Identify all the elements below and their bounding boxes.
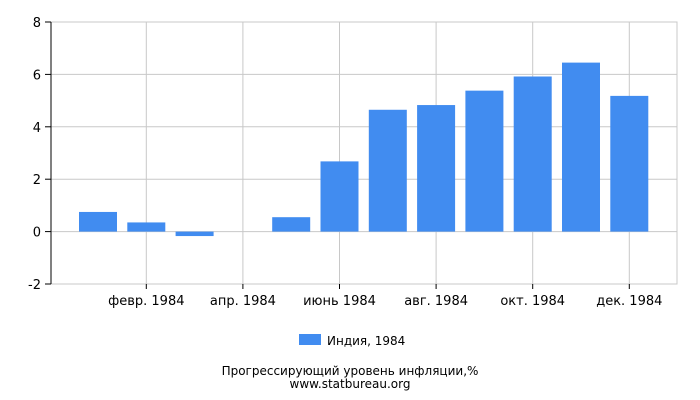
x-axis-labels: февр. 1984 апр. 1984 июнь 1984 авг. 1984 окт… <box>108 294 662 309</box>
legend: Индия, 1984 <box>299 334 405 348</box>
x-tick-label: окт. 1984 <box>500 294 565 309</box>
legend-label: Индия, 1984 <box>327 334 405 348</box>
y-tick-label: 6 <box>33 68 41 83</box>
x-tick-label: авг. 1984 <box>404 294 468 309</box>
chart-subtitle: www.statbureau.org <box>290 377 411 391</box>
chart-title: Прогрессирующий уровень инфляции,% <box>222 364 479 378</box>
legend-swatch <box>299 334 321 345</box>
bar <box>272 217 311 232</box>
x-tick-label: июнь 1984 <box>303 294 376 309</box>
bar <box>320 161 359 232</box>
bar <box>562 62 600 232</box>
bars <box>79 62 649 237</box>
x-tick-label: февр. 1984 <box>108 294 184 309</box>
bar <box>417 105 456 232</box>
bar <box>513 76 552 232</box>
grid <box>50 21 678 285</box>
axes <box>45 21 630 289</box>
y-tick-label: 4 <box>33 121 41 136</box>
x-tick-label: дек. 1984 <box>596 294 662 309</box>
y-tick-label: 0 <box>33 226 41 241</box>
bar <box>610 95 649 232</box>
bar <box>175 231 214 237</box>
y-tick-label: 8 <box>33 16 41 31</box>
bar <box>368 109 407 232</box>
y-axis-labels: -2 0 2 4 6 8 <box>28 16 41 293</box>
x-tick-label: апр. 1984 <box>210 294 276 309</box>
bar <box>465 90 504 232</box>
bar <box>79 211 117 232</box>
y-tick-label: 2 <box>33 173 41 188</box>
bar <box>127 222 166 232</box>
y-tick-label: -2 <box>28 278 41 293</box>
